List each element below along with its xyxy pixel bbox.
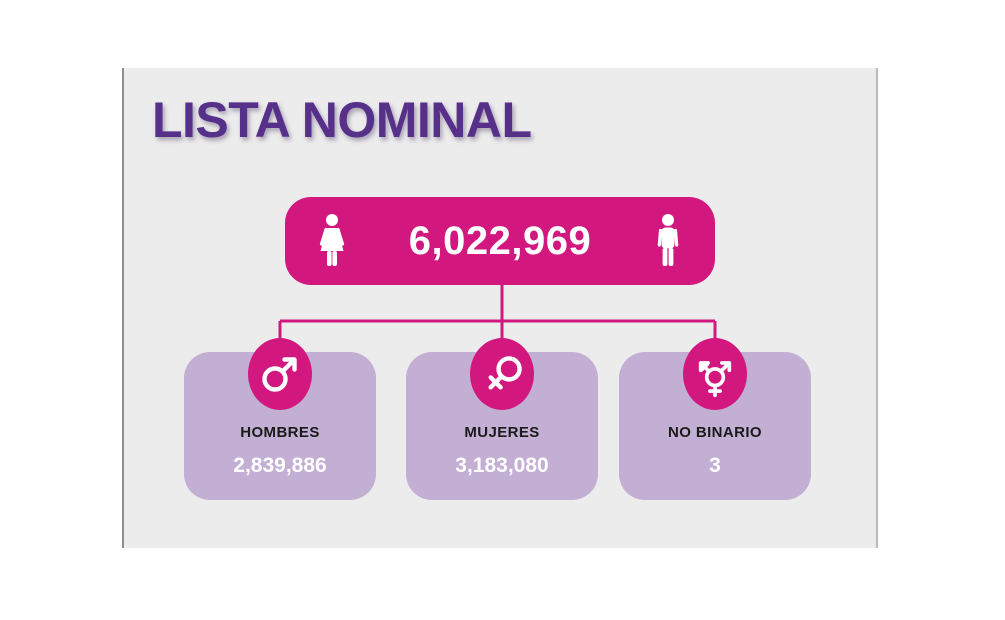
male-symbol-icon xyxy=(248,338,312,410)
slide-background: LISTA NOMINAL xyxy=(122,68,878,548)
card-value: 3 xyxy=(709,454,721,477)
page-title: LISTA NOMINAL xyxy=(152,92,532,148)
card-hombres: HOMBRES 2,839,886 xyxy=(184,338,376,500)
total-value: 6,022,969 xyxy=(408,218,592,263)
man-pictogram-icon xyxy=(649,213,687,271)
woman-pictogram-icon xyxy=(313,213,351,271)
female-symbol-icon xyxy=(470,338,534,410)
card-mujeres: MUJERES 3,183,080 xyxy=(406,338,598,500)
card-value: 3,183,080 xyxy=(455,454,549,477)
card-no-binario: NO BINARIO 3 xyxy=(619,338,811,500)
total-banner: 6,022,969 xyxy=(285,197,715,285)
card-value: 2,839,886 xyxy=(233,454,327,477)
card-label: HOMBRES xyxy=(240,424,320,441)
card-label: NO BINARIO xyxy=(668,424,762,441)
card-label: MUJERES xyxy=(464,424,540,441)
transgender-symbol-icon xyxy=(683,338,747,410)
